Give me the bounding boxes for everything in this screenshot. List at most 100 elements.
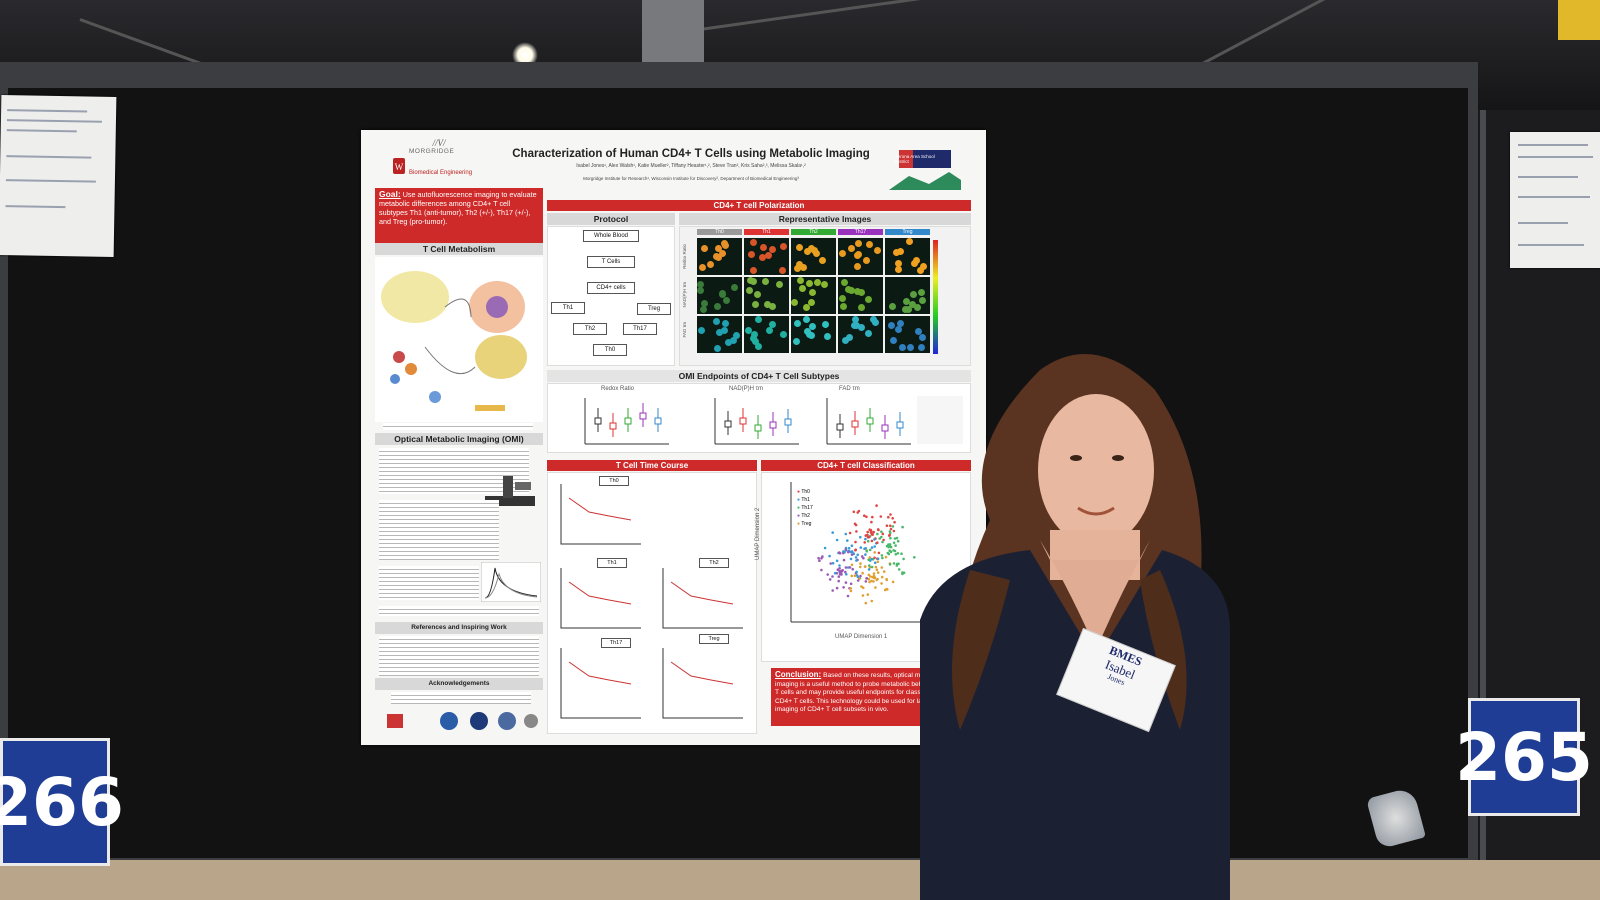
bme-logo-text: Biomedical Engineering [409, 170, 473, 176]
timecourse-line [568, 661, 632, 685]
cell-dot [858, 289, 865, 296]
cell-dot [713, 253, 720, 260]
timecourse-label-th17: Th17 [601, 638, 631, 648]
cell-dot [752, 338, 759, 345]
umap-point [864, 553, 867, 556]
timecourse-label-treg: Treg [699, 634, 729, 644]
research-poster: //V/ W MORGRIDGE Biomedical Engineering … [361, 130, 986, 745]
umap-point [887, 545, 890, 549]
endpoint-boxplots [584, 396, 963, 445]
umap-point [867, 535, 871, 539]
boxplot-box [739, 417, 747, 425]
cell-dot [716, 329, 723, 336]
umap-point [849, 557, 853, 561]
umap-point [870, 539, 874, 543]
umap-point [872, 572, 876, 575]
image-col-treg: Treg [885, 229, 930, 235]
umap-point [881, 532, 885, 536]
umap-point [820, 568, 823, 572]
flow-th1: Th1 [551, 302, 585, 314]
cell-dot [872, 319, 879, 326]
cell-dot [701, 245, 708, 252]
cell-dot [895, 266, 902, 273]
cell-dot [719, 291, 726, 298]
microscopy-image [697, 238, 742, 275]
cell-dot [874, 247, 881, 254]
umap-point [849, 582, 853, 586]
cell-dot [722, 242, 729, 249]
cell-dot [918, 289, 925, 296]
umap-point [856, 511, 859, 514]
cell-dot [714, 345, 721, 352]
umap-point [872, 576, 876, 580]
umap-point [861, 594, 865, 597]
poster-authors: Isabel Jones¹, Alex Walsh¹, Katie Muelle… [576, 163, 806, 169]
umap-point [901, 525, 904, 529]
umap-point [881, 540, 884, 544]
images-heading: Representative Images [679, 213, 971, 225]
boxplot-box [654, 417, 662, 425]
cell-dot [752, 301, 759, 308]
cell-dot [808, 299, 815, 306]
microscopy-image [791, 238, 836, 275]
microscopy-image [697, 277, 742, 314]
cell-dot [700, 306, 707, 313]
umap-point [846, 539, 849, 542]
boxplot-box [784, 418, 792, 426]
cell-dot [870, 316, 877, 323]
cell-dot [854, 288, 861, 295]
umap-point [849, 550, 853, 554]
umap-point [889, 513, 892, 516]
microscopy-image [791, 277, 836, 314]
umap-point [859, 574, 862, 578]
microscopy-image [744, 238, 789, 275]
umap-point [850, 563, 854, 567]
umap-point [902, 557, 905, 561]
umap-point [895, 536, 899, 540]
umap-point [892, 529, 896, 533]
umap-point [837, 575, 841, 578]
umap-point [859, 535, 862, 539]
goal-text: Use autofluorescence imaging to evaluate… [379, 190, 537, 226]
umap-point [888, 549, 891, 552]
microscopy-image [885, 316, 930, 353]
umap-point [869, 575, 872, 578]
umap-point [876, 560, 880, 563]
umap-point [821, 555, 824, 558]
umap-legend-item: ● Th17 [797, 504, 813, 512]
umap-point [892, 541, 896, 545]
umap-point [835, 538, 839, 542]
umap-point [842, 558, 846, 562]
cell-dot [919, 297, 926, 304]
cell-dot [858, 304, 865, 311]
umap-point [851, 567, 854, 571]
cell-dot [841, 279, 848, 286]
legend-swatch-icon: ● [797, 521, 802, 527]
umap-point [836, 568, 840, 571]
umap-point [856, 579, 860, 582]
umap-point [859, 546, 863, 549]
cell-dot [819, 257, 826, 264]
flow-th0: Th0 [593, 344, 627, 356]
umap-point [875, 568, 879, 571]
image-row-redox: Redox Ratio [682, 244, 687, 269]
umap-point [880, 575, 884, 579]
lifetime-text [379, 500, 499, 560]
representative-images-grid [697, 238, 930, 353]
cell-dot [910, 291, 917, 298]
flow-treg: Treg [637, 303, 671, 315]
cell-dot [897, 320, 904, 327]
umap-point [829, 562, 832, 565]
umap-point [856, 553, 859, 557]
timecourse-line [568, 581, 632, 605]
umap-point [844, 570, 847, 574]
umap-legend-label: Th0 [801, 489, 810, 495]
endpoints-heading: OMI Endpoints of CD4+ T Cell Subtypes [547, 370, 971, 382]
umap-point [866, 530, 869, 534]
ack-text [391, 692, 531, 704]
cell-dot [911, 260, 918, 267]
morgridge-logo: //V/ W [393, 138, 447, 174]
umap-point [831, 531, 834, 534]
cell-dot [809, 323, 816, 330]
boxplot-box [724, 420, 732, 428]
